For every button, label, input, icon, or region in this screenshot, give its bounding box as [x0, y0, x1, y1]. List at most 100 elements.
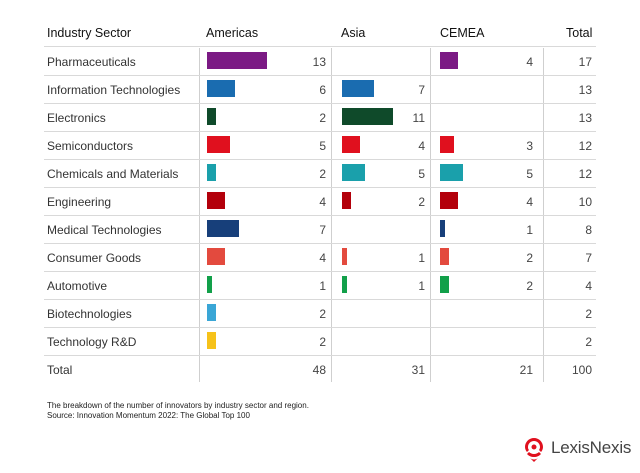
value-total: 8	[585, 223, 592, 237]
header-americas: Americas	[206, 26, 259, 40]
bar-americas	[207, 220, 240, 237]
bar-asia	[342, 248, 347, 265]
bar-americas	[207, 192, 226, 209]
row-label-sector: Electronics	[47, 111, 106, 125]
bar-asia	[342, 136, 361, 153]
value-total: 12	[578, 139, 592, 153]
bar-americas	[207, 276, 212, 293]
value-americas: 2	[319, 111, 326, 125]
row-divider	[44, 271, 596, 272]
row-divider	[44, 103, 596, 104]
row-label-sector: Pharmaceuticals	[47, 55, 136, 69]
totals-label: Total	[47, 363, 73, 377]
value-total: 2	[585, 335, 592, 349]
lexisnexis-logo-text: LexisNexis	[551, 438, 632, 457]
bar-americas	[207, 108, 217, 125]
value-cemea: 4	[526, 195, 533, 209]
bar-cemea	[440, 52, 459, 69]
row-divider	[44, 187, 596, 188]
row-divider	[44, 327, 596, 328]
bar-asia	[342, 276, 347, 293]
bar-americas	[207, 136, 230, 153]
value-cemea: 1	[526, 223, 533, 237]
value-americas: 1	[319, 279, 326, 293]
value-total: 12	[578, 167, 592, 181]
lexisnexis-logo: LexisNexis	[520, 434, 632, 464]
bar-cemea	[440, 192, 459, 209]
value-cemea: 4	[526, 55, 533, 69]
value-americas: 4	[319, 251, 326, 265]
value-americas: 4	[319, 195, 326, 209]
lexisnexis-logo-icon	[525, 438, 543, 462]
bar-americas	[207, 248, 226, 265]
row-label-sector: Medical Technologies	[47, 223, 162, 237]
value-asia: 1	[418, 279, 425, 293]
value-cemea: 2	[526, 251, 533, 265]
row-label-sector: Consumer Goods	[47, 251, 142, 265]
row-divider	[44, 243, 596, 244]
value-cemea: 5	[526, 167, 533, 181]
footnote-description: The breakdown of the number of innovator…	[47, 401, 309, 410]
bar-asia	[342, 108, 393, 125]
value-asia: 7	[418, 83, 425, 97]
row-label-sector: Information Technologies	[47, 83, 181, 97]
row-divider	[44, 355, 596, 356]
row-divider	[44, 159, 596, 160]
bar-asia	[342, 164, 365, 181]
row-label-sector: Technology R&D	[47, 335, 137, 349]
header-cemea: CEMEA	[440, 26, 485, 40]
total-cemea: 21	[519, 363, 533, 377]
value-total: 7	[585, 251, 592, 265]
value-asia: 5	[418, 167, 425, 181]
total-asia: 31	[411, 363, 425, 377]
bar-cemea	[440, 164, 463, 181]
bar-cemea	[440, 276, 450, 293]
row-label-sector: Automotive	[47, 279, 108, 293]
value-total: 4	[585, 279, 592, 293]
value-cemea: 2	[526, 279, 533, 293]
value-americas: 7	[319, 223, 326, 237]
value-total: 2	[585, 307, 592, 321]
value-asia: 4	[418, 139, 425, 153]
value-cemea: 3	[526, 139, 533, 153]
value-total: 13	[578, 83, 592, 97]
row-label-sector: Engineering	[47, 195, 112, 209]
value-americas: 2	[319, 307, 326, 321]
bar-americas	[207, 332, 217, 349]
row-divider	[44, 299, 596, 300]
bar-cemea	[440, 248, 450, 265]
value-americas: 2	[319, 335, 326, 349]
bar-americas	[207, 52, 267, 69]
row-label-sector: Semiconductors	[47, 139, 134, 153]
header-total: Total	[566, 26, 593, 40]
header-divider	[44, 46, 596, 47]
value-total: 10	[578, 195, 592, 209]
total-americas: 48	[312, 363, 326, 377]
row-divider	[44, 75, 596, 76]
bar-americas	[207, 164, 217, 181]
bar-cemea	[440, 220, 445, 237]
value-total: 13	[578, 111, 592, 125]
footnote-source: Source: Innovation Momentum 2022: The Gl…	[47, 411, 250, 420]
bar-asia	[342, 80, 375, 97]
value-total: 17	[578, 55, 592, 69]
row-divider	[44, 215, 596, 216]
row-label-sector: Chemicals and Materials	[47, 167, 179, 181]
value-asia: 1	[418, 251, 425, 265]
bar-cemea	[440, 136, 454, 153]
value-americas: 6	[319, 83, 326, 97]
value-asia: 2	[418, 195, 425, 209]
bar-americas	[207, 304, 217, 321]
row-divider	[44, 131, 596, 132]
bar-americas	[207, 80, 235, 97]
row-label-sector: Biotechnologies	[47, 307, 132, 321]
header-asia: Asia	[341, 26, 366, 40]
bar-asia	[342, 192, 352, 209]
value-asia: 11	[412, 111, 425, 125]
value-americas: 5	[319, 139, 326, 153]
value-americas: 2	[319, 167, 326, 181]
header-sector: Industry Sector	[47, 26, 132, 40]
grand-total: 100	[571, 363, 592, 377]
value-americas: 13	[312, 55, 326, 69]
